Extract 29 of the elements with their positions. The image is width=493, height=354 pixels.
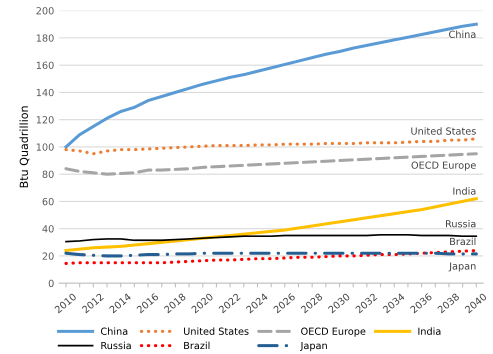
annotation: Russia [446, 220, 476, 228]
y-tick-label: 120 [36, 116, 54, 124]
line-series [64, 152, 478, 176]
y-tick-label: 40 [42, 225, 54, 233]
y-tick-label: 160 [36, 62, 54, 69]
annotation: China [449, 30, 476, 38]
line-series [64, 22, 478, 148]
annotation: Brazil [450, 238, 476, 246]
y-tick-label: 140 [36, 88, 54, 96]
annotation: United States [411, 127, 476, 135]
legend-label: OECD Europe [301, 328, 366, 337]
y-tick-label: 0 [48, 280, 54, 288]
legend-label: United States [184, 327, 249, 335]
y-tick-label: 60 [42, 198, 54, 206]
line-series [64, 197, 478, 252]
annotation: India [453, 187, 476, 195]
legend-label: China [100, 327, 128, 335]
legend-label: Japan [300, 342, 327, 352]
legend-label: India [418, 327, 440, 335]
annotation: Japan [448, 262, 476, 272]
legend-label: Russia [101, 342, 131, 350]
y-tick-label: 20 [42, 252, 54, 260]
y-tick-label: 100 [36, 143, 54, 151]
y-tick-label: 180 [36, 34, 54, 42]
y-tick-label: 80 [42, 170, 54, 178]
annotation: OECD Europe [412, 161, 476, 171]
legend-label: Brazil [184, 342, 210, 350]
y-axis-title: Btu Quadrillion [19, 106, 30, 188]
y-tick-label: 200 [36, 7, 54, 14]
